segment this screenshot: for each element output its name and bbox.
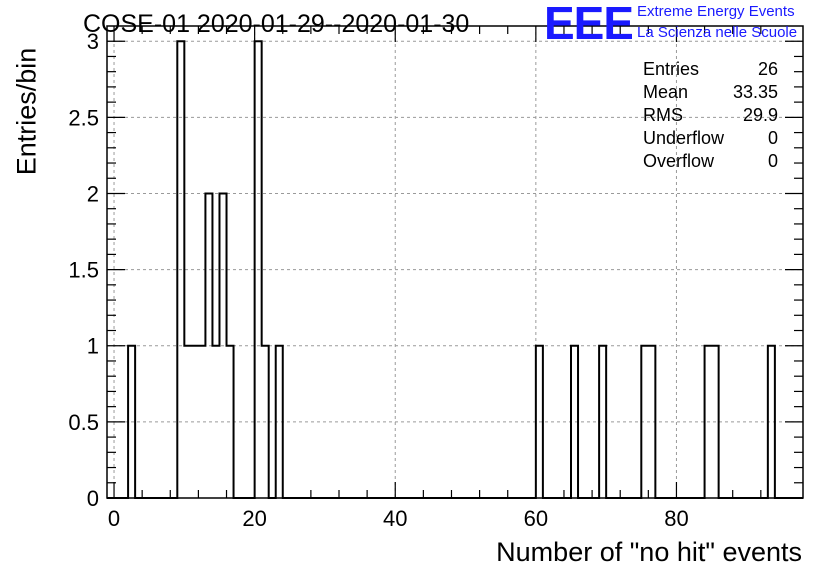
eee-logo-text: EEE: [544, 2, 632, 42]
stat-entries-label: Entries: [643, 59, 700, 79]
y-tick-label: 0.5: [68, 410, 99, 435]
x-tick-label: 0: [108, 506, 120, 531]
stat-entries-value: 26: [757, 59, 778, 79]
y-tick-label: 2: [87, 181, 99, 206]
x-axis-label: Number of "no hit" events: [496, 537, 802, 567]
eee-logo: EEE: [544, 2, 632, 42]
plot-frame: [106, 25, 804, 499]
logo-tagline-1: Extreme Energy Events: [637, 3, 795, 20]
stat-overflow-value: 0: [767, 151, 778, 171]
y-tick-label: 1: [87, 334, 99, 359]
logo-tagline-2: La Scienza nelle Scuole: [637, 24, 798, 41]
x-tick-label: 20: [242, 506, 266, 531]
x-tick-label: 40: [383, 506, 407, 531]
y-tick-label: 2.5: [68, 105, 99, 130]
stat-underflow-label: Underflow: [643, 128, 725, 148]
stat-mean-label: Mean: [643, 82, 689, 102]
x-tick-label: 80: [664, 506, 688, 531]
y-tick-label: 3: [87, 29, 99, 54]
y-tick-label: 1.5: [68, 258, 99, 283]
x-tick-label: 60: [524, 506, 548, 531]
y-axis-label: Entries/bin: [11, 47, 42, 176]
y-tick-label: 0: [87, 486, 99, 511]
stat-mean-value: 33.35: [732, 82, 778, 102]
stat-overflow-label: Overflow: [643, 151, 715, 171]
chart-title: COSE-01 2020-01-29--2020-01-30: [83, 10, 470, 38]
stat-rms-label: RMS: [643, 105, 683, 125]
stat-underflow-value: 0: [767, 128, 778, 148]
stat-rms-value: 29.9: [742, 105, 778, 125]
